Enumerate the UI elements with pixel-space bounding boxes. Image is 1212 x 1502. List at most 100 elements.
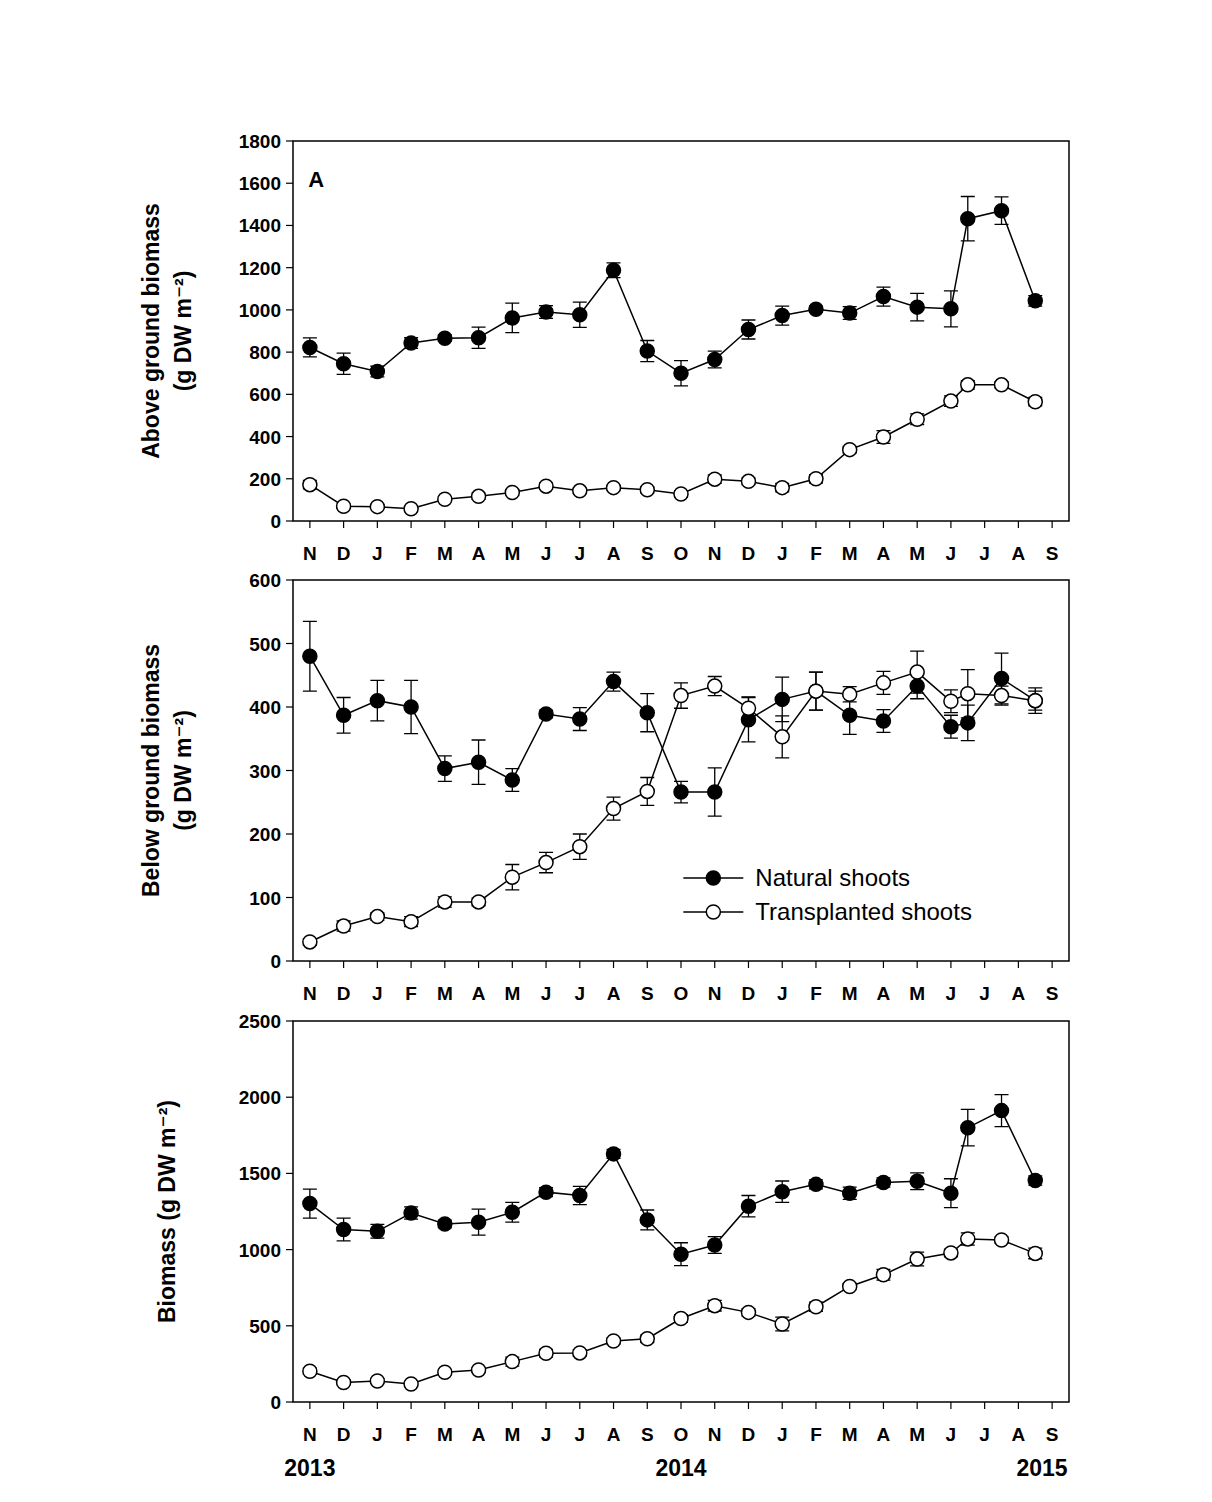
error-bar bbox=[843, 307, 857, 320]
data-point bbox=[472, 489, 486, 503]
y-tick-label: 100 bbox=[249, 888, 281, 909]
error-bar bbox=[876, 710, 890, 733]
x-tick-label: J bbox=[979, 543, 990, 564]
x-tick-label: D bbox=[742, 1424, 756, 1445]
data-point bbox=[607, 1334, 621, 1348]
x-tick-label: A bbox=[472, 543, 486, 564]
plot-data bbox=[303, 197, 1042, 516]
y-tick bbox=[286, 1325, 293, 1326]
x-tick bbox=[714, 1402, 715, 1409]
y-tick bbox=[286, 394, 293, 395]
series-line bbox=[310, 211, 1035, 374]
data-point bbox=[910, 1174, 924, 1188]
x-tick bbox=[1052, 961, 1053, 968]
plot-frame bbox=[293, 141, 1069, 521]
x-tick-label: F bbox=[810, 543, 822, 564]
x-tick-label: A bbox=[607, 1424, 621, 1445]
data-point bbox=[573, 712, 587, 726]
x-tick-label: J bbox=[541, 983, 552, 1004]
x-tick-label: S bbox=[1046, 543, 1059, 564]
legend-marker bbox=[706, 871, 720, 885]
x-tick-label: F bbox=[405, 1424, 417, 1445]
x-tick bbox=[613, 521, 614, 528]
data-point bbox=[708, 679, 722, 693]
error-bar bbox=[674, 1243, 688, 1266]
error-bar bbox=[337, 697, 351, 733]
y-tick-label: 1400 bbox=[239, 215, 281, 236]
x-tick bbox=[377, 961, 378, 968]
data-point bbox=[961, 378, 975, 392]
error-bar bbox=[573, 708, 587, 731]
data-point bbox=[708, 785, 722, 799]
x-tick bbox=[444, 521, 445, 528]
x-tick bbox=[984, 961, 985, 968]
x-tick-label: J bbox=[574, 983, 585, 1004]
data-point bbox=[674, 366, 688, 380]
x-tick-label: M bbox=[842, 543, 858, 564]
panel: 05001000150020002500NDJFMAMJJASONDJFMAMJ… bbox=[154, 1011, 1069, 1481]
y-tick bbox=[286, 183, 293, 184]
error-bar bbox=[1028, 688, 1042, 713]
data-point bbox=[809, 1300, 823, 1314]
data-point bbox=[640, 344, 654, 358]
x-tick-label: S bbox=[1046, 1424, 1059, 1445]
x-tick-label: J bbox=[541, 1424, 552, 1445]
error-bar bbox=[573, 302, 587, 327]
data-point bbox=[876, 714, 890, 728]
x-tick bbox=[782, 961, 783, 968]
x-tick-label: D bbox=[337, 543, 351, 564]
data-point bbox=[741, 1305, 755, 1319]
y-tick bbox=[286, 1097, 293, 1098]
data-point bbox=[539, 856, 553, 870]
data-point bbox=[640, 1213, 654, 1227]
data-point bbox=[809, 1177, 823, 1191]
legend-marker bbox=[706, 905, 720, 919]
error-bar bbox=[370, 680, 384, 721]
x-tick-label: J bbox=[979, 983, 990, 1004]
data-point bbox=[876, 1176, 890, 1190]
data-point bbox=[876, 430, 890, 444]
x-tick bbox=[883, 961, 884, 968]
x-tick bbox=[343, 521, 344, 528]
y-tick bbox=[286, 1249, 293, 1250]
data-point bbox=[337, 1222, 351, 1236]
x-tick-label: J bbox=[946, 1424, 957, 1445]
error-bar bbox=[961, 1109, 975, 1146]
y-tick bbox=[286, 1020, 293, 1021]
data-point bbox=[876, 676, 890, 690]
data-point bbox=[741, 1199, 755, 1213]
data-point bbox=[370, 694, 384, 708]
x-tick-label: M bbox=[437, 543, 453, 564]
x-tick-label: A bbox=[877, 983, 891, 1004]
x-tick bbox=[1052, 1402, 1053, 1409]
x-tick-label: N bbox=[303, 983, 317, 1004]
data-point bbox=[505, 486, 519, 500]
error-bar bbox=[775, 1317, 789, 1331]
x-tick bbox=[883, 1402, 884, 1409]
x-tick bbox=[647, 961, 648, 968]
error-bar bbox=[708, 351, 722, 368]
x-tick bbox=[545, 1402, 546, 1409]
x-tick bbox=[917, 961, 918, 968]
x-tick bbox=[815, 961, 816, 968]
y-axis-label: (g DW m⁻²) bbox=[170, 271, 196, 392]
error-bar bbox=[741, 320, 755, 339]
y-tick bbox=[286, 225, 293, 226]
y-tick-label: 0 bbox=[270, 1392, 281, 1413]
data-point bbox=[708, 1238, 722, 1252]
data-point bbox=[303, 649, 317, 663]
data-point bbox=[910, 665, 924, 679]
data-point bbox=[607, 263, 621, 277]
x-tick-label: O bbox=[674, 543, 689, 564]
data-point bbox=[944, 1246, 958, 1260]
error-bar bbox=[995, 653, 1009, 704]
error-bar bbox=[505, 303, 519, 333]
x-tick-label: N bbox=[708, 983, 722, 1004]
error-bar bbox=[944, 690, 958, 713]
error-bar bbox=[708, 1237, 722, 1254]
legend: Natural shootsTransplanted shoots bbox=[683, 864, 972, 925]
data-point bbox=[640, 706, 654, 720]
data-point bbox=[674, 487, 688, 501]
x-tick-label: A bbox=[472, 1424, 486, 1445]
x-tick-label: J bbox=[541, 543, 552, 564]
